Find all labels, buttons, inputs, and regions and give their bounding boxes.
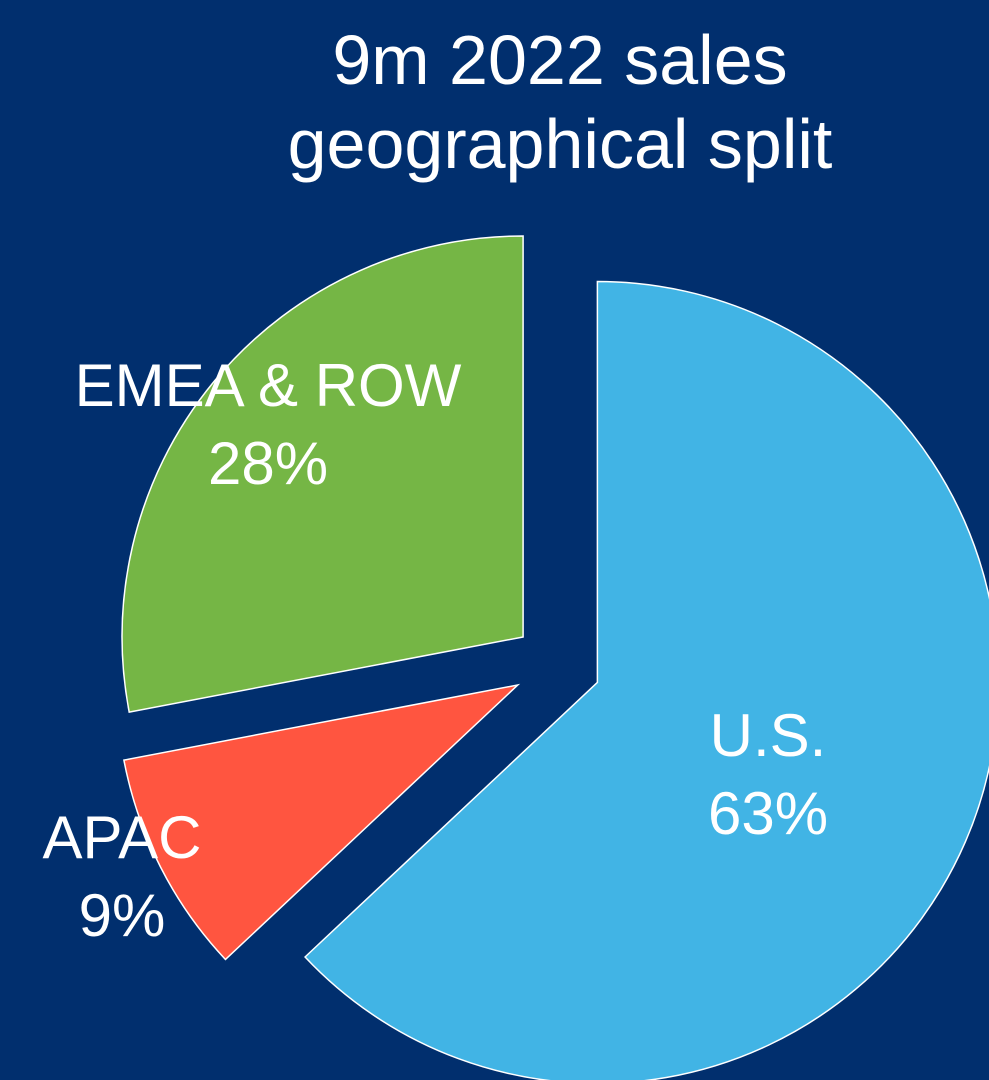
slice-value-label: 63% [708,780,828,847]
slice-label: U.S. [710,702,827,769]
slice-label: APAC [43,804,202,871]
pie-slice [304,280,989,1080]
slice-label: EMEA & ROW [75,352,462,419]
pie-slice [121,235,524,713]
pie-slice [123,683,521,961]
slice-value-label: 28% [208,430,328,497]
slice-value-label: 9% [79,882,166,949]
chart-title: 9m 2022 sales geographical split [287,21,833,183]
